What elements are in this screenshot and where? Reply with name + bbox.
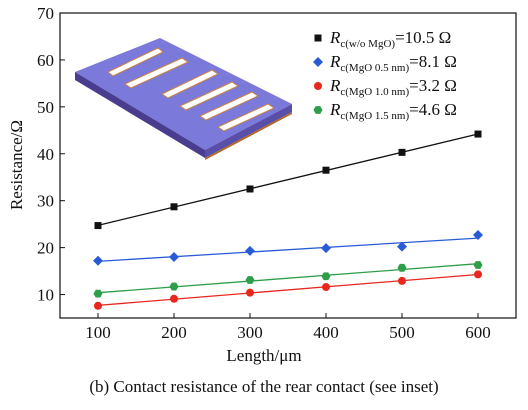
x-axis-label: Length/μm	[226, 346, 301, 365]
fit-line	[97, 273, 479, 307]
y-tick-label: 40	[37, 145, 54, 164]
marker	[246, 288, 254, 297]
marker	[397, 263, 407, 272]
legend-symbol: R	[329, 100, 341, 119]
marker	[322, 283, 330, 292]
legend-value: =4.6 Ω	[409, 100, 457, 119]
legend-entry: Rc(MgO 1.0 nm)=3.2 Ω	[329, 76, 457, 98]
x-tick-label: 200	[161, 323, 187, 342]
y-tick-label: 10	[37, 286, 54, 305]
plot-frame	[59, 12, 517, 319]
x-tick-label: 300	[237, 323, 263, 342]
legend-symbol: R	[329, 28, 341, 47]
legend-marker	[313, 106, 323, 114]
y-tick-label: 20	[37, 239, 54, 258]
legend-subscript: c(w/o MgO)	[340, 38, 395, 50]
marker	[94, 222, 102, 230]
inset	[75, 38, 292, 160]
marker	[245, 276, 255, 284]
x-tick-label: 100	[85, 323, 111, 342]
y-tick-label: 70	[37, 4, 54, 23]
legend-value: =3.2 Ω	[409, 76, 457, 95]
x-tick-label: 500	[389, 323, 415, 342]
fit-line	[97, 263, 479, 294]
caption: (b) Contact resistance of the rear conta…	[89, 377, 438, 396]
legend-marker	[314, 34, 322, 42]
marker	[246, 185, 254, 193]
legend-marker	[314, 82, 322, 90]
marker	[397, 241, 407, 252]
fit-line	[97, 237, 479, 263]
marker	[398, 276, 406, 285]
legend-entry: Rc(MgO 1.5 nm)=4.6 Ω	[329, 100, 457, 122]
marker	[169, 252, 179, 262]
marker	[93, 255, 103, 266]
legend-symbol: R	[329, 76, 341, 95]
legend-subscript: c(MgO 0.5 nm)	[340, 62, 409, 74]
marker	[398, 148, 406, 156]
marker	[93, 289, 103, 298]
legend-value: =8.1 Ω	[409, 52, 457, 71]
legend-subscript: c(MgO 1.0 nm)	[340, 86, 409, 98]
marker	[322, 166, 330, 174]
y-tick-label: 30	[37, 192, 54, 211]
y-axis-label: Resistance/Ω	[7, 120, 26, 210]
legend-entry: Rc(w/o MgO)=10.5 Ω	[329, 28, 451, 50]
fit-line	[97, 133, 479, 226]
marker	[473, 229, 483, 240]
x-tick-label: 600	[465, 323, 491, 342]
legend-entry: Rc(MgO 0.5 nm)=8.1 Ω	[329, 52, 457, 74]
marker	[169, 282, 179, 291]
marker	[473, 261, 483, 269]
marker	[474, 130, 482, 138]
marker	[170, 294, 178, 303]
y-tick-label: 60	[37, 51, 54, 70]
marker	[321, 243, 331, 254]
marker	[94, 301, 102, 310]
legend-symbol: R	[329, 52, 341, 71]
legend-subscript: c(MgO 1.5 nm)	[340, 110, 409, 122]
marker	[170, 203, 178, 211]
x-tick-label: 400	[313, 323, 339, 342]
legend-value: =10.5 Ω	[395, 28, 451, 47]
marker	[321, 272, 331, 281]
marker	[474, 270, 482, 279]
y-tick-label: 50	[37, 98, 54, 117]
marker	[245, 245, 255, 256]
legend-marker	[313, 57, 323, 67]
